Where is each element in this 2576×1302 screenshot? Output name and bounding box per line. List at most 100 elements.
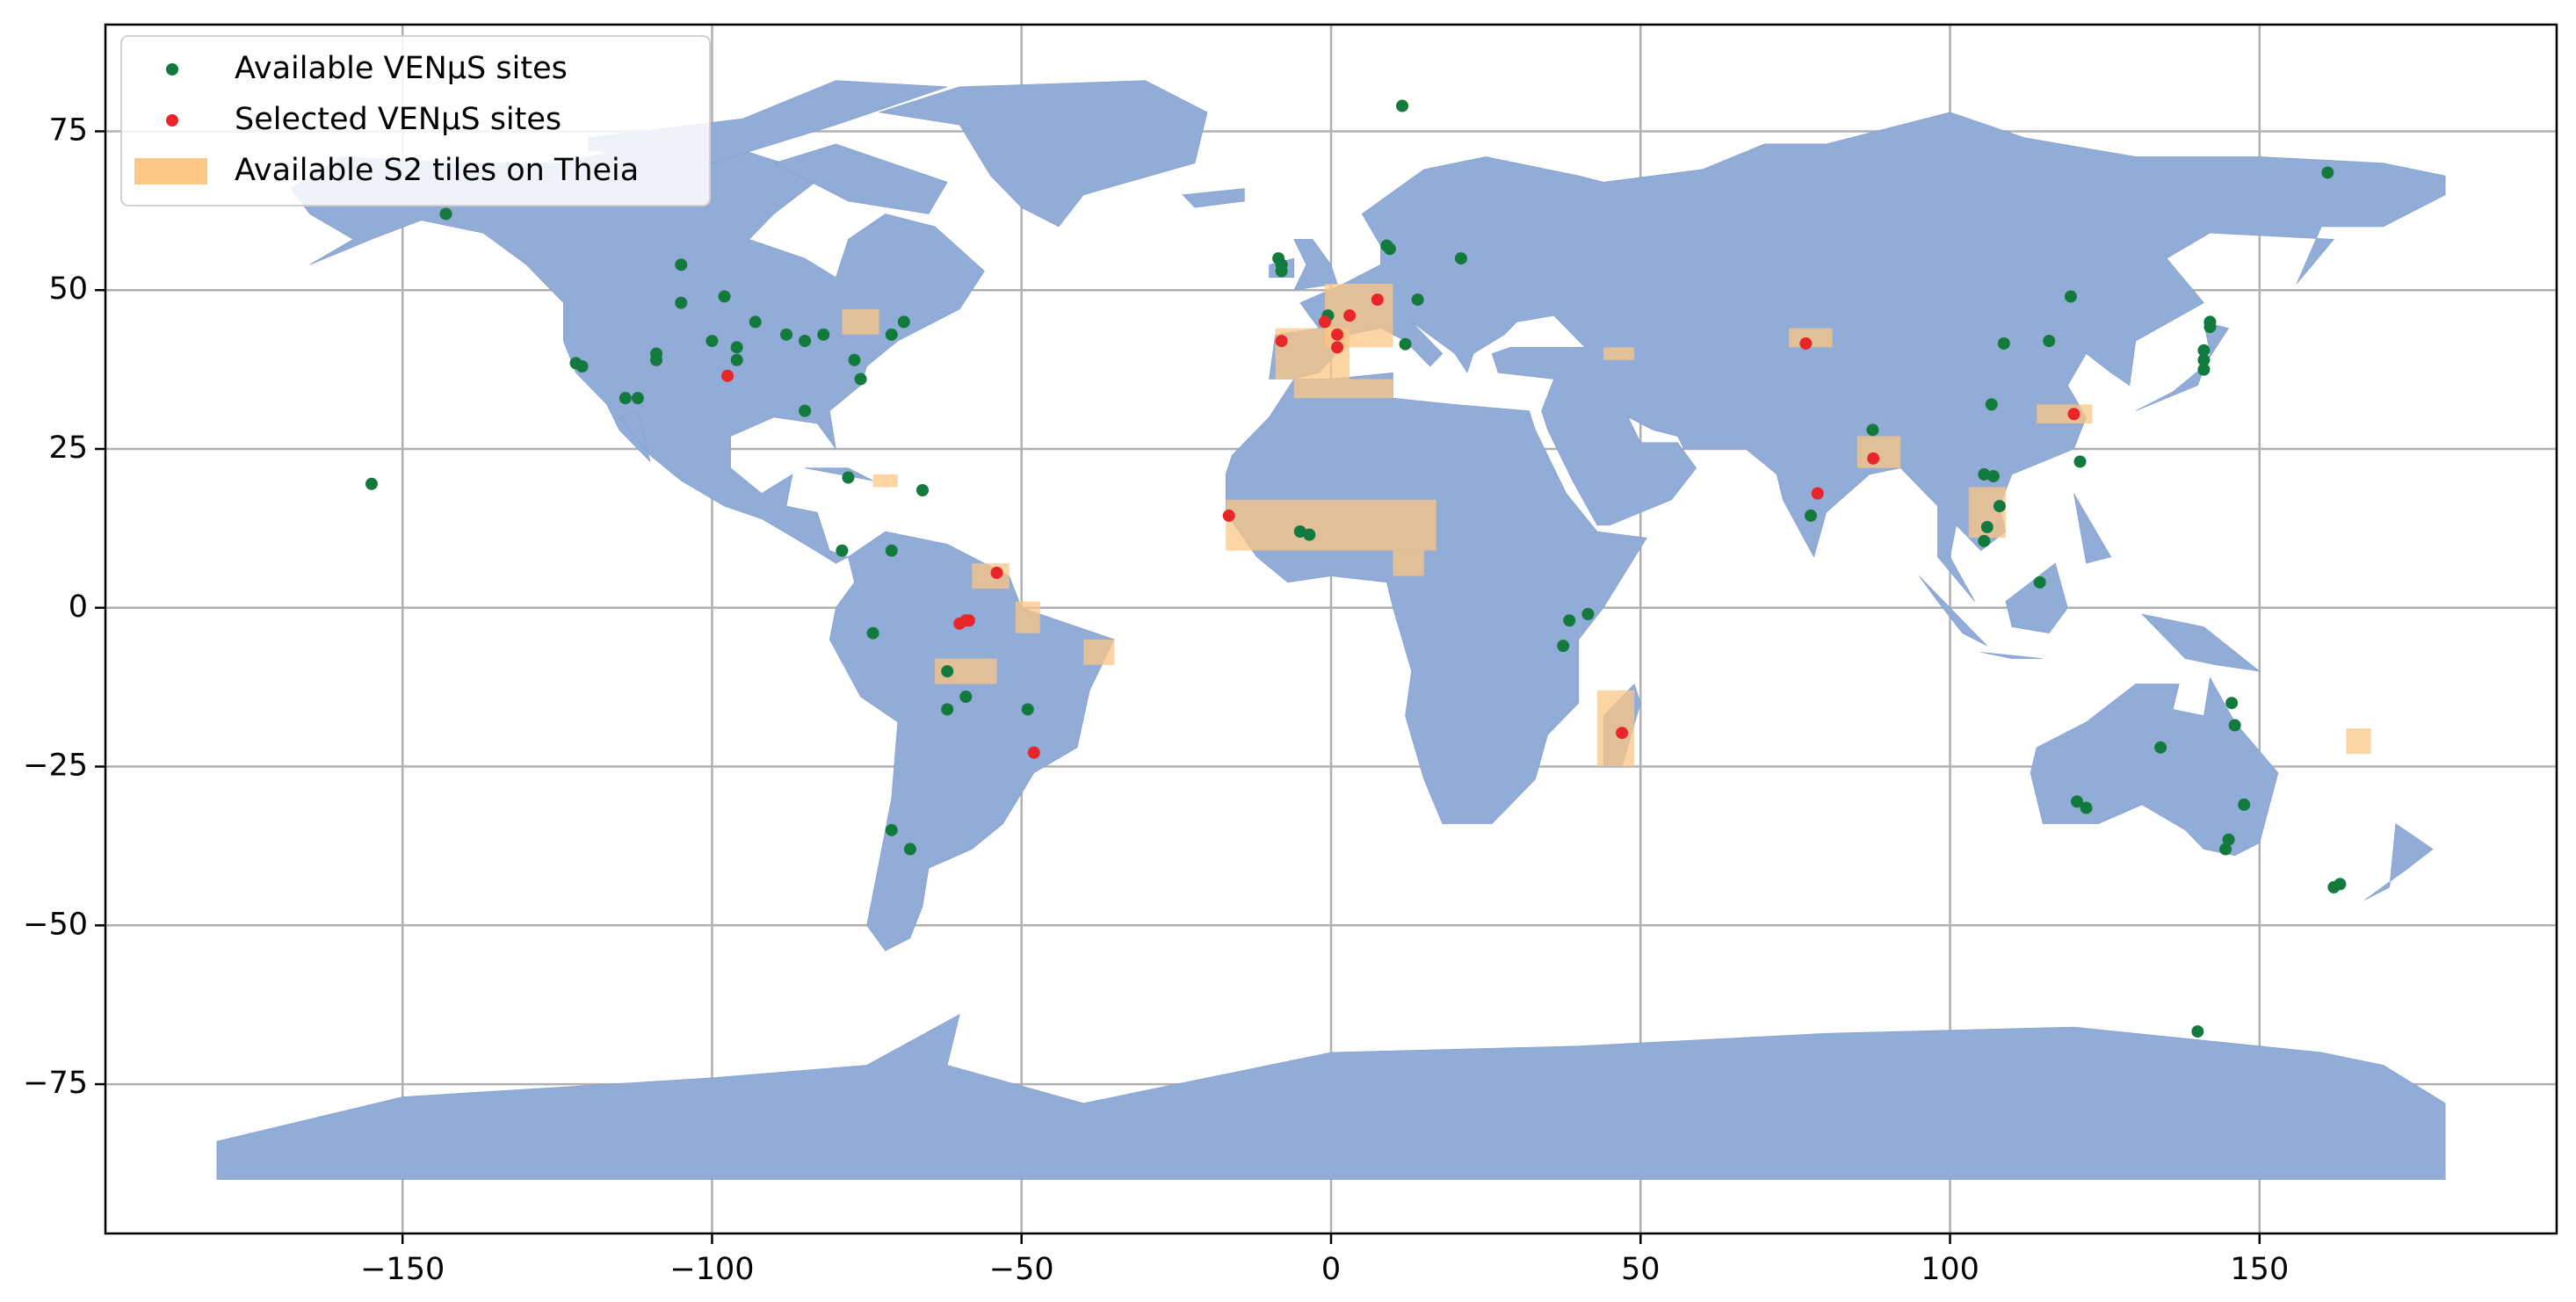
y-tick-label: 50 (48, 271, 88, 307)
site-point (2197, 344, 2211, 357)
legend-patch (134, 158, 207, 184)
tile-area (1603, 347, 1635, 360)
site-point (1454, 252, 1467, 265)
site-point (1805, 509, 1818, 522)
site-point (2197, 353, 2211, 366)
site-point (1399, 337, 1412, 351)
site-point (1980, 520, 1994, 533)
site-point (2073, 455, 2087, 468)
land-north-america (291, 144, 984, 563)
site-point (897, 315, 910, 329)
site-point (1027, 746, 1040, 759)
land-eurasia (1270, 112, 2446, 602)
x-tick-label: −100 (669, 1252, 754, 1287)
land-java (1981, 652, 2043, 658)
legend-label: Available VENμS sites (235, 51, 568, 86)
site-point (817, 328, 830, 341)
site-point (650, 353, 663, 366)
land-antarctica (217, 1015, 2445, 1180)
site-point (854, 373, 867, 386)
site-point (866, 626, 879, 640)
legend-box (120, 35, 711, 206)
site-point (1293, 525, 1306, 539)
x-tick-label: 0 (1321, 1252, 1341, 1287)
site-point (903, 843, 916, 856)
site-point (675, 296, 688, 309)
site-point (1811, 487, 1824, 500)
site-point (941, 665, 954, 678)
site-point (1978, 467, 1991, 481)
site-point (718, 290, 731, 303)
map-area (217, 81, 2445, 1180)
site-point (2197, 363, 2211, 376)
land-south-america (829, 532, 1114, 951)
site-point (1272, 252, 1285, 265)
land-borneo (2006, 563, 2067, 633)
x-tick-label: 100 (1921, 1252, 1979, 1287)
site-point (439, 207, 452, 221)
tile-area (842, 308, 879, 335)
site-point (1866, 423, 1879, 437)
site-point (2334, 878, 2347, 891)
site-point (1318, 315, 1331, 329)
land-africa (1226, 373, 1646, 823)
site-point (799, 335, 812, 348)
site-point (962, 614, 975, 627)
land-iceland (1183, 189, 1244, 208)
site-point (1380, 239, 1393, 252)
tile-area (1293, 379, 1393, 399)
site-point (1986, 470, 2000, 483)
site-point (365, 477, 378, 490)
y-tick-label: 25 (48, 430, 88, 466)
site-point (836, 544, 849, 557)
site-point (2070, 795, 2083, 808)
site-point (575, 360, 589, 373)
site-point (1371, 293, 1384, 307)
site-point (2080, 801, 2093, 814)
site-point (2225, 697, 2239, 710)
y-tick-label: −50 (23, 907, 88, 942)
site-point (721, 369, 734, 382)
site-point (1985, 398, 1998, 411)
site-point (1616, 727, 1629, 740)
legend: Available VENμS sites Selected VENμS site… (120, 35, 711, 206)
site-point (885, 328, 898, 341)
site-point (885, 823, 898, 836)
legend-label: Selected VENμS sites (235, 102, 561, 137)
land-new-zealand (2365, 824, 2434, 901)
site-point (2043, 335, 2056, 348)
site-point (2321, 166, 2334, 179)
land-japan (2136, 322, 2229, 410)
legend-marker (166, 114, 178, 127)
land-new-guinea (2142, 614, 2260, 671)
x-tick-label: 150 (2230, 1252, 2289, 1287)
site-point (2228, 719, 2241, 732)
tile-area (1083, 639, 1115, 665)
site-point (1275, 264, 1288, 278)
land-sumatra (1919, 576, 1987, 647)
points (365, 99, 2347, 1038)
site-point (885, 544, 898, 557)
y-tick-label: −75 (23, 1066, 88, 1101)
y-tick-label: 0 (69, 590, 88, 625)
site-point (2067, 408, 2080, 421)
ticks: −150 −100 −50 0 50 100 150 −75 −50 −25 0 25 50 75 (23, 112, 2289, 1287)
tile-area (1015, 601, 1040, 633)
site-point (916, 484, 929, 497)
site-point (631, 392, 644, 405)
site-point (990, 567, 1003, 580)
basemap (217, 81, 2445, 1180)
site-point (2154, 741, 2167, 754)
site-point (1867, 452, 1880, 465)
site-point (2064, 290, 2077, 303)
site-point (2219, 843, 2232, 856)
site-point (749, 315, 762, 329)
site-point (2191, 1025, 2204, 1038)
site-point (730, 341, 743, 354)
s2-tiles (842, 284, 2371, 767)
site-point (2203, 321, 2217, 334)
y-tick-label: 75 (48, 112, 88, 148)
land-philippines (2073, 494, 2110, 564)
